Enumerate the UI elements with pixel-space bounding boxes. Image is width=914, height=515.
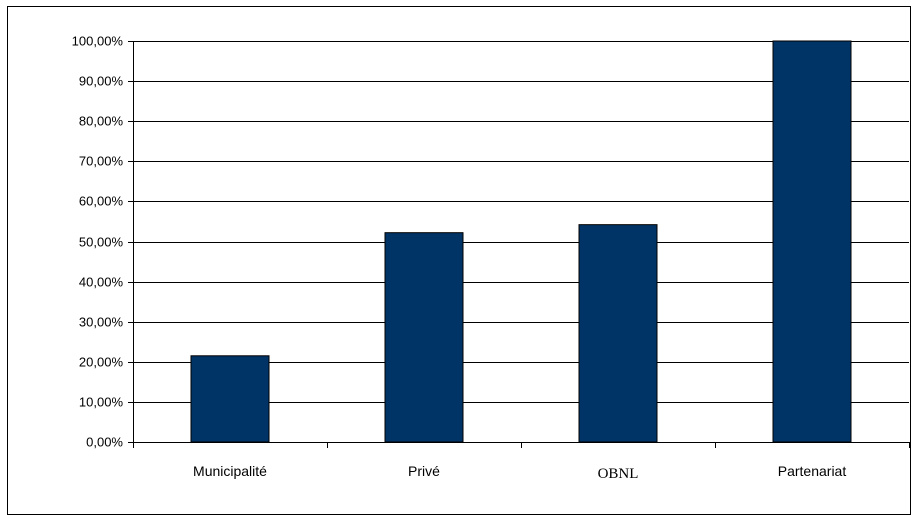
y-tick-label: 0,00% [86, 435, 123, 450]
y-tick-label: 70,00% [79, 154, 124, 169]
bar-municipalité [190, 355, 270, 443]
x-tick-label: OBNL [598, 466, 639, 482]
y-tick-label: 50,00% [79, 235, 124, 250]
x-tick-label: Privé [408, 463, 440, 479]
y-tick-label: 30,00% [79, 315, 124, 330]
y-tick-label: 100,00% [72, 34, 124, 49]
y-tick-label: 90,00% [79, 74, 124, 89]
x-tick-label: Municipalité [193, 463, 267, 479]
axes [128, 41, 910, 448]
x-tick-label: Partenariat [778, 463, 847, 479]
bars [190, 40, 852, 443]
x-tick-labels: Municipalité Privé OBNL Partenariat [193, 463, 846, 482]
y-tick-label: 20,00% [79, 355, 124, 370]
y-tick-label: 80,00% [79, 114, 124, 129]
bar-obnl [578, 224, 658, 443]
bar-partenariat [772, 40, 852, 443]
y-tick-label: 10,00% [79, 395, 124, 410]
bar-privé [384, 232, 464, 443]
y-tick-label: 60,00% [79, 194, 124, 209]
y-tick-label: 40,00% [79, 275, 124, 290]
y-tick-labels: 0,00% 10,00% 20,00% 30,00% 40,00% 50,00% 60,00… [72, 34, 124, 450]
